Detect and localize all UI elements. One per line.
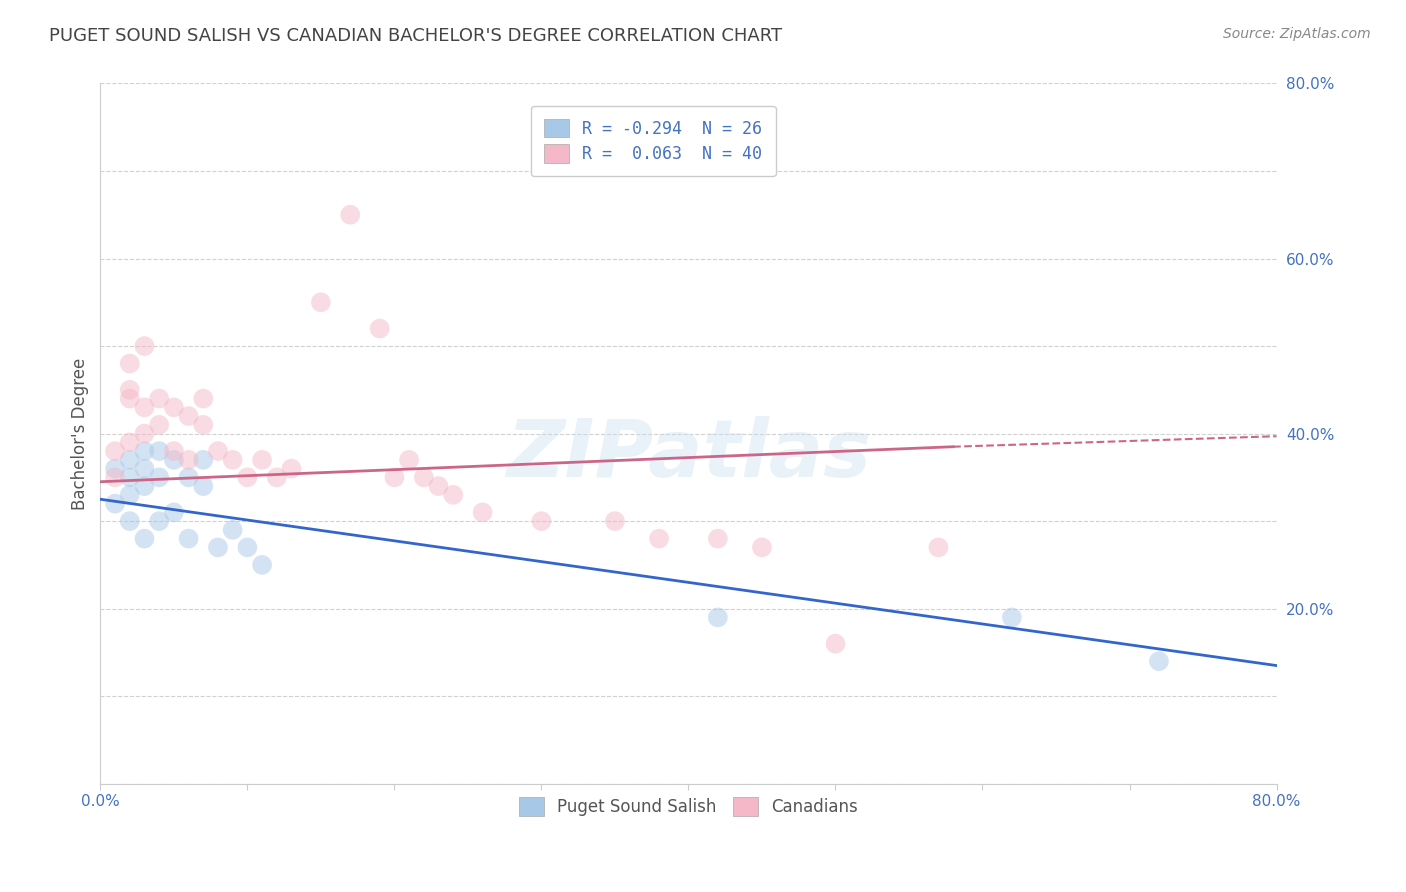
Text: PUGET SOUND SALISH VS CANADIAN BACHELOR'S DEGREE CORRELATION CHART: PUGET SOUND SALISH VS CANADIAN BACHELOR'… xyxy=(49,27,782,45)
Point xyxy=(134,444,156,458)
Point xyxy=(134,339,156,353)
Point xyxy=(118,514,141,528)
Point xyxy=(751,541,773,555)
Point xyxy=(368,321,391,335)
Point xyxy=(177,409,200,423)
Text: Source: ZipAtlas.com: Source: ZipAtlas.com xyxy=(1223,27,1371,41)
Point xyxy=(104,444,127,458)
Point xyxy=(118,392,141,406)
Point xyxy=(134,479,156,493)
Point xyxy=(236,541,259,555)
Point xyxy=(207,541,229,555)
Point xyxy=(412,470,434,484)
Point xyxy=(193,453,215,467)
Point xyxy=(134,461,156,475)
Point xyxy=(441,488,464,502)
Point xyxy=(104,461,127,475)
Point xyxy=(530,514,553,528)
Point xyxy=(384,470,406,484)
Point xyxy=(177,532,200,546)
Point xyxy=(118,357,141,371)
Point xyxy=(250,453,273,467)
Point xyxy=(104,470,127,484)
Point xyxy=(471,505,494,519)
Point xyxy=(118,453,141,467)
Point xyxy=(824,637,846,651)
Point xyxy=(648,532,671,546)
Point xyxy=(927,541,949,555)
Point xyxy=(134,401,156,415)
Point xyxy=(163,505,186,519)
Point xyxy=(266,470,288,484)
Y-axis label: Bachelor's Degree: Bachelor's Degree xyxy=(72,358,89,509)
Point xyxy=(236,470,259,484)
Point xyxy=(193,479,215,493)
Point xyxy=(118,435,141,450)
Point xyxy=(193,417,215,432)
Point xyxy=(221,453,243,467)
Point xyxy=(707,532,730,546)
Point xyxy=(427,479,450,493)
Point xyxy=(1001,610,1024,624)
Point xyxy=(104,497,127,511)
Point xyxy=(309,295,332,310)
Point xyxy=(163,444,186,458)
Point xyxy=(134,426,156,441)
Point xyxy=(707,610,730,624)
Point xyxy=(177,453,200,467)
Point xyxy=(280,461,302,475)
Point xyxy=(1192,59,1215,73)
Point xyxy=(193,392,215,406)
Legend: Puget Sound Salish, Canadians: Puget Sound Salish, Canadians xyxy=(510,789,866,824)
Point xyxy=(221,523,243,537)
Point xyxy=(163,453,186,467)
Point xyxy=(603,514,626,528)
Point xyxy=(207,444,229,458)
Point xyxy=(398,453,420,467)
Point xyxy=(118,488,141,502)
Point xyxy=(1147,654,1170,668)
Point xyxy=(250,558,273,572)
Point xyxy=(148,470,170,484)
Point xyxy=(177,470,200,484)
Point xyxy=(148,417,170,432)
Point xyxy=(339,208,361,222)
Point xyxy=(118,470,141,484)
Text: ZIPatlas: ZIPatlas xyxy=(506,416,870,493)
Point xyxy=(163,401,186,415)
Point xyxy=(148,444,170,458)
Point xyxy=(134,532,156,546)
Point xyxy=(148,514,170,528)
Point xyxy=(148,392,170,406)
Point xyxy=(118,383,141,397)
